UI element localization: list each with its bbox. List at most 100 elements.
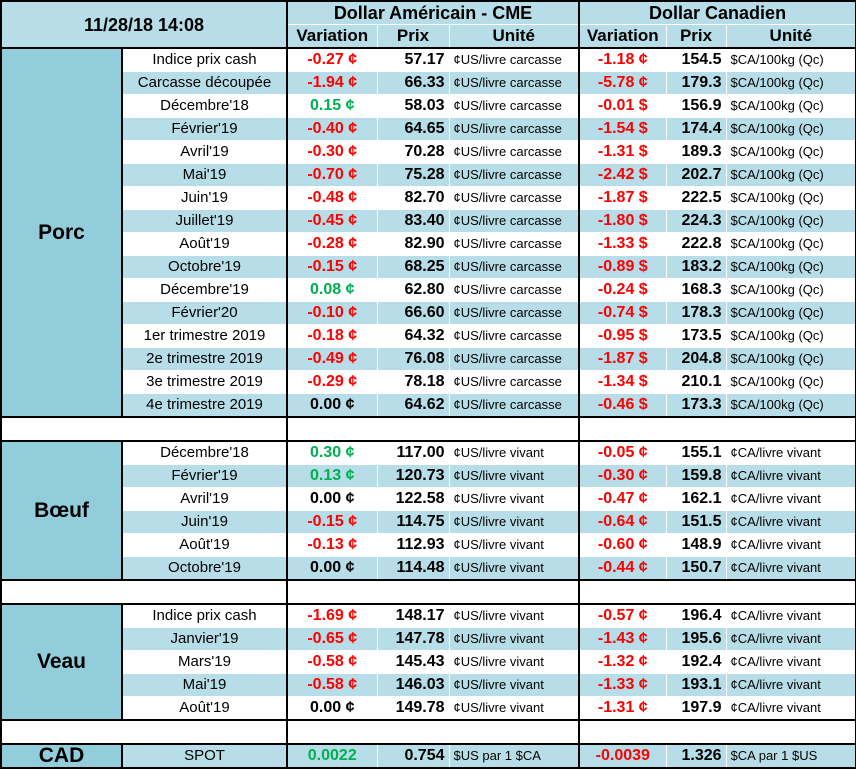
cad-prix: 148.9 [665, 533, 727, 557]
cad-variation: -0.57 ¢ [578, 603, 667, 628]
usd-prix: 122.58 [376, 487, 450, 511]
porc-row: Août'19 -0.28 ¢ 82.90 ¢US/livre carcasse -1.… [1, 232, 856, 256]
usd-unit: ¢US/livre carcasse [448, 209, 580, 233]
cad-unit: $CA/100kg (Qc) [725, 209, 856, 233]
usd-prix: 78.18 [376, 370, 450, 394]
cad-variation: -0.95 $ [578, 324, 667, 348]
boeuf-row: Octobre'19 0.00 ¢ 114.48 ¢US/livre vivant -0… [1, 556, 856, 581]
usd-variation: 0.15 ¢ [286, 94, 378, 118]
usd-unit: ¢US/livre carcasse [448, 186, 580, 210]
usd-variation: 0.30 ¢ [286, 440, 378, 465]
usd-unit: ¢US/livre carcasse [448, 47, 580, 72]
cad-variation: -1.31 ¢ [578, 696, 667, 721]
usd-variation: -0.27 ¢ [286, 47, 378, 72]
cad-unit: ¢CA/livre vivant [725, 627, 856, 651]
cad-variation: -0.74 $ [578, 301, 667, 325]
cad-prix: 195.6 [665, 627, 727, 651]
cad-prix: 162.1 [665, 487, 727, 511]
contract-label: Février'19 [121, 117, 288, 141]
cad-unit: ¢CA/livre vivant [725, 487, 856, 511]
timestamp: 11/28/18 14:08 [0, 0, 288, 49]
boeuf-row: Juin'19 -0.15 ¢ 114.75 ¢US/livre vivant -0.6… [1, 510, 856, 534]
usd-variation: -0.28 ¢ [286, 232, 378, 256]
cad-unit: ¢CA/livre vivant [725, 696, 856, 721]
contract-label: Décembre'18 [121, 94, 288, 118]
usd-prix: 147.78 [376, 627, 450, 651]
cad-variation: -1.32 ¢ [578, 650, 667, 674]
usd-unit: ¢US/livre carcasse [448, 140, 580, 164]
usd-unit: ¢US/livre vivant [448, 487, 580, 511]
category-label: Bœuf [0, 440, 123, 581]
contract-label: 4e trimestre 2019 [121, 393, 288, 418]
porc-row: Porc Indice prix cash -0.27 ¢ 57.17 ¢US/livr… [0, 47, 856, 418]
usd-unit: ¢US/livre carcasse [448, 324, 580, 348]
contract-label: Février'20 [121, 301, 288, 325]
cad-unit: ¢CA/livre vivant [725, 673, 856, 697]
cad-variation: -1.33 $ [578, 232, 667, 256]
usd-prix: 82.90 [376, 232, 450, 256]
spacer-cell [285, 719, 580, 745]
cad-unit: $CA/100kg (Qc) [725, 71, 856, 95]
usd-prix: 64.32 [376, 324, 450, 348]
usd-prix: 57.17 [376, 47, 450, 72]
usd-unit: ¢US/livre carcasse [448, 94, 580, 118]
usd-variation: -1.69 ¢ [286, 603, 378, 628]
cad-unit: $CA/100kg (Qc) [725, 324, 856, 348]
cad-prix: 173.3 [665, 393, 727, 418]
usd-variation: -1.94 ¢ [286, 71, 378, 95]
cad-unit: $CA/100kg (Qc) [725, 370, 856, 394]
header-row-1: 11/28/18 14:08 Dollar Américain - CME Do… [0, 0, 856, 49]
cad-col-prix: Prix [665, 24, 727, 49]
usd-unit: ¢US/livre carcasse [448, 278, 580, 302]
usd-unit: ¢US/livre vivant [448, 556, 580, 581]
contract-label: Août'19 [121, 696, 288, 721]
cad-variation: -1.34 $ [578, 370, 667, 394]
usd-variation: -0.49 ¢ [286, 347, 378, 371]
cad-variation: -2.42 $ [578, 163, 667, 187]
usd-unit: ¢US/livre vivant [448, 510, 580, 534]
contract-label: Décembre'18 [121, 440, 288, 465]
contract-label: Avril'19 [121, 487, 288, 511]
spacer-cell [285, 416, 580, 442]
usd-variation: -0.58 ¢ [286, 650, 378, 674]
usd-variation: 0.13 ¢ [286, 464, 378, 488]
section-spacer [0, 416, 856, 442]
usd-variation: -0.45 ¢ [286, 209, 378, 233]
spacer-cell [578, 719, 856, 745]
usd-prix: 75.28 [376, 163, 450, 187]
usd-variation: 0.00 ¢ [286, 696, 378, 721]
contract-label: Mai'19 [121, 673, 288, 697]
cad-unit: $CA/100kg (Qc) [725, 140, 856, 164]
porc-row: Décembre'19 0.08 ¢ 62.80 ¢US/livre carcasse… [1, 278, 856, 302]
usd-variation: 0.08 ¢ [286, 278, 378, 302]
usd-col-prix: Prix [376, 24, 450, 49]
cad-prix: 202.7 [665, 163, 727, 187]
cad-prix: 222.5 [665, 186, 727, 210]
cad-unit: ¢CA/livre vivant [725, 556, 856, 581]
cad-unit: $CA/100kg (Qc) [725, 393, 856, 418]
veau-row: Mars'19 -0.58 ¢ 145.43 ¢US/livre vivant -1.3… [1, 650, 856, 674]
cad-prix: 173.5 [665, 324, 727, 348]
usd-variation: 0.00 ¢ [286, 556, 378, 581]
cad-variation: -1.18 ¢ [578, 47, 667, 72]
cad-variation: -0.60 ¢ [578, 533, 667, 557]
usd-variation: -0.15 ¢ [286, 510, 378, 534]
usd-prix: 66.60 [376, 301, 450, 325]
usd-col-unite: Unité [448, 24, 580, 49]
cad-variation: -0.64 ¢ [578, 510, 667, 534]
cad-variation: -1.87 $ [578, 186, 667, 210]
cad-variation: -0.0039 [578, 743, 667, 769]
category-label: Porc [0, 47, 123, 418]
cad-prix: 154.5 [665, 47, 727, 72]
cad-prix: 156.9 [665, 94, 727, 118]
spacer-cell [0, 579, 288, 605]
contract-label: Décembre'19 [121, 278, 288, 302]
usd-unit: ¢US/livre vivant [448, 464, 580, 488]
cad-variation: -1.43 ¢ [578, 627, 667, 651]
usd-prix: 0.754 [376, 743, 450, 769]
contract-label: Mars'19 [121, 650, 288, 674]
usd-variation: -0.15 ¢ [286, 255, 378, 279]
cad-row: CAD SPOT 0.0022 0.754 $US par 1 $CA -0.0039 1.… [0, 743, 856, 769]
